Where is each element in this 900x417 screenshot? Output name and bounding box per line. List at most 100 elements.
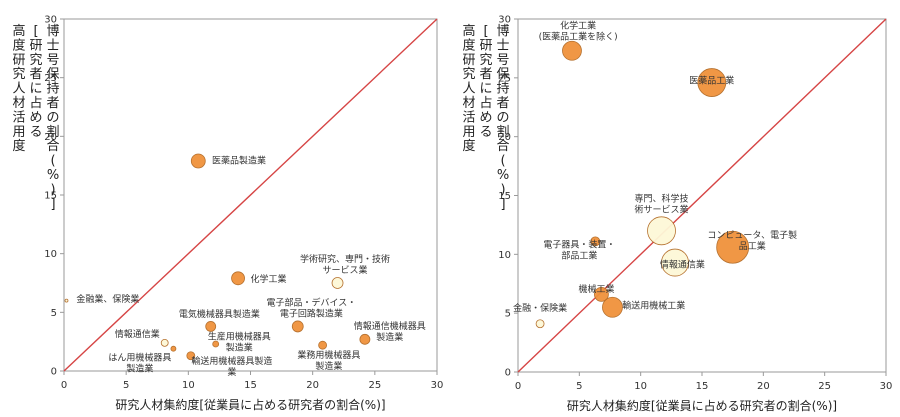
y-tick-label: 10 xyxy=(498,250,511,261)
x-tick-label: 30 xyxy=(431,380,444,391)
point-label-line: 業務用機械器具 xyxy=(297,349,360,361)
y-axis-title-char: 材 xyxy=(12,96,25,111)
point-label-line: 医薬品工業 xyxy=(689,75,734,87)
point-label: 機械工業 xyxy=(578,283,614,295)
point-label: 専門、科学技術サービス業 xyxy=(635,192,689,215)
y-tick-label: 20 xyxy=(44,132,57,143)
point-label: 学術研究、専門・技術サービス業 xyxy=(300,253,390,276)
y-axis-title-char: 度 xyxy=(462,37,475,53)
y-axis-title-char: 研 xyxy=(29,38,42,53)
point-label-line: 情報通信業 xyxy=(115,328,160,340)
x-tick-label: 30 xyxy=(880,381,893,392)
y-axis-title-char: 材 xyxy=(462,96,475,111)
y-axis-title-char: 合 xyxy=(496,139,509,154)
point-label-line: 業 xyxy=(227,366,236,378)
y-tick-label: 15 xyxy=(498,191,511,202)
y-tick-label: 30 xyxy=(44,15,57,26)
y-axis-title-char: ) xyxy=(50,182,55,197)
point-label-line: 部品工業 xyxy=(561,249,597,261)
x-tick-label: 25 xyxy=(368,380,381,391)
y-axis-title-char: 研 xyxy=(12,53,25,68)
y-axis-title-char: 占 xyxy=(479,96,492,111)
point-label-line: 製造業 xyxy=(315,360,342,372)
y-axis-title-char: 高 xyxy=(12,23,25,39)
y-axis-title-char: 度 xyxy=(462,138,475,154)
point-label-line: 専門、科学技 xyxy=(635,192,689,204)
point-label-line: (医薬品工業を除く) xyxy=(539,30,618,42)
y-axis-title-char: 度 xyxy=(12,138,25,154)
x-tick-label: 5 xyxy=(576,381,582,392)
y-axis-title-char: 者 xyxy=(479,67,492,82)
point-label-line: 化学工業 xyxy=(560,19,596,31)
y-axis-title-char: 究 xyxy=(29,53,42,68)
y-axis-title-char: 博 xyxy=(496,24,509,39)
point-label: 電子器具・装置・部品工業 xyxy=(543,238,615,261)
y-axis-title-char: 度 xyxy=(12,37,25,53)
x-tick-label: 20 xyxy=(306,380,319,391)
y-axis-title-char: 研 xyxy=(462,53,475,68)
point-label: 輸送用機械器具製造業 xyxy=(191,355,272,378)
y-axis-title-char: ] xyxy=(500,197,505,212)
y-axis-title-char: 士 xyxy=(496,38,509,53)
bubble-point xyxy=(212,340,220,348)
point-label-line: 生産用機械器具 xyxy=(208,330,271,342)
point-label-line: 化学工業 xyxy=(251,273,287,285)
y-axis-title-char: 高 xyxy=(462,23,475,39)
y-axis-title-char: 者 xyxy=(496,96,509,111)
y-axis-title-char: 号 xyxy=(496,53,509,68)
y-tick-label: 5 xyxy=(505,309,511,320)
point-label-line: 術サービス業 xyxy=(635,203,689,215)
x-axis-title: 研究人材集約度[従業員に占める研究者の割合(%)] xyxy=(567,398,837,413)
y-axis-title-char: [ xyxy=(483,24,488,39)
bubble-point xyxy=(697,68,727,97)
point-label-line: 製造業 xyxy=(126,362,153,374)
point-label: 金融・保険業 xyxy=(513,302,567,314)
point-label-line: 機械工業 xyxy=(578,283,614,295)
y-tick-label: 5 xyxy=(51,308,57,319)
point-label: 化学工業(医薬品工業を除く) xyxy=(539,19,618,42)
point-label: 生産用機械器具製造業 xyxy=(208,330,271,353)
bubble-point xyxy=(590,236,601,247)
x-tick-label: 0 xyxy=(515,381,521,392)
x-tick-label: 25 xyxy=(818,381,831,392)
bubble-point xyxy=(594,286,609,302)
point-label-line: 情報通信機械器具 xyxy=(354,320,426,332)
x-tick-label: 5 xyxy=(123,380,129,391)
y-axis-title-char: の xyxy=(46,110,59,125)
y-axis-title-char: ) xyxy=(500,182,505,197)
y-axis-title-column: 博士号保持者の割合(%)] xyxy=(46,24,59,212)
y-axis-title-char: 活 xyxy=(12,110,25,125)
y-tick-label: 25 xyxy=(44,73,57,84)
bubble-point xyxy=(231,271,245,286)
point-label-line: 製造業 xyxy=(376,331,403,343)
diagonal-line xyxy=(63,18,438,372)
y-axis-title-char: 究 xyxy=(479,53,492,68)
y-axis-title-char: の xyxy=(496,110,509,125)
point-label: 情報通信業 xyxy=(660,258,705,270)
y-axis-title-char: 士 xyxy=(46,38,59,53)
y-axis-title-char: め xyxy=(479,110,492,125)
point-label-line: 製造業 xyxy=(226,341,253,353)
y-axis-title-char: 究 xyxy=(12,67,25,82)
bubble-point xyxy=(647,216,676,246)
bubble-point xyxy=(562,40,582,61)
y-axis-title-column: 高度研究人材活用度 xyxy=(462,23,475,154)
bubble-point xyxy=(186,351,196,361)
x-tick-label: 10 xyxy=(182,380,195,391)
y-axis-title-char: 研 xyxy=(479,38,492,53)
y-axis-title-char: 人 xyxy=(462,82,475,97)
x-tick-label: 10 xyxy=(634,381,647,392)
y-axis-title-char: 者 xyxy=(46,96,59,111)
y-axis-title-char: 持 xyxy=(496,82,509,97)
y-axis-title-char: る xyxy=(479,125,492,140)
point-label: 金融業、保険業 xyxy=(76,293,139,305)
y-axis-title-char: に xyxy=(479,82,492,97)
point-label-line: 金融業、保険業 xyxy=(76,293,139,305)
y-axis-title-char: ] xyxy=(50,197,55,212)
bubble-point xyxy=(535,319,545,329)
x-tick-label: 15 xyxy=(696,381,709,392)
y-axis-title-char: に xyxy=(29,82,42,97)
y-tick-label: 0 xyxy=(51,367,57,378)
